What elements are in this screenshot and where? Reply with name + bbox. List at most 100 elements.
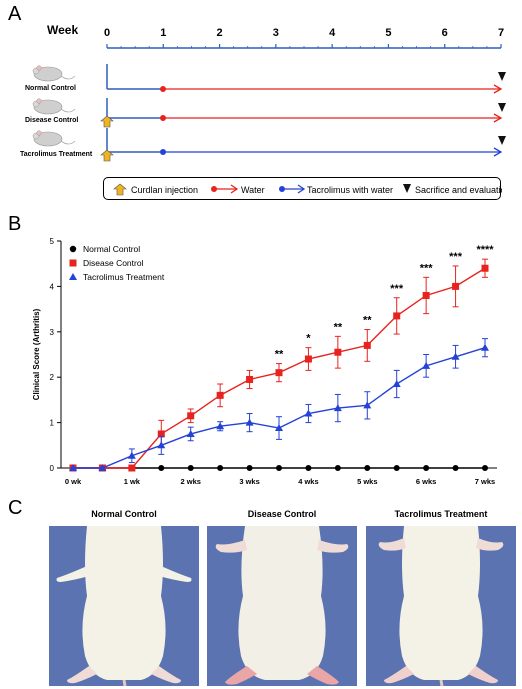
- x-tick-label: 0 wk: [65, 477, 82, 486]
- data-point: [246, 465, 253, 471]
- legend-item: Normal Control: [69, 244, 140, 254]
- week-tick-label: 7: [498, 27, 504, 39]
- week-tick-label: 3: [273, 27, 279, 39]
- sacrifice-marker: [498, 136, 506, 145]
- significance-annotations: ********************: [275, 244, 495, 360]
- data-point: [127, 451, 136, 459]
- row-tacrolimus-start-dot: [160, 149, 166, 155]
- y-tick-label: 2: [50, 373, 55, 382]
- row-normal-water-start: [160, 86, 166, 92]
- x-tick-label: 6 wks: [416, 477, 436, 486]
- curdlan-injection-icon: [113, 183, 127, 196]
- week-tick-label: 1: [160, 27, 166, 39]
- legend-label: Disease Control: [83, 258, 144, 268]
- data-point: [275, 369, 283, 377]
- data-point: [452, 282, 460, 290]
- significance-mark: **: [275, 349, 284, 361]
- curdlan-injection-icon: [100, 115, 114, 128]
- experiment-timeline: Week 0 1 2 3 4 5 6 7 Normal Control Disease Con…: [20, 23, 506, 162]
- group-label-tacrolimus: Tacrolimus Treatment: [20, 151, 93, 158]
- data-point: [187, 412, 195, 420]
- y-tick-label: 4: [50, 282, 55, 291]
- week-axis-ticks: 0 1 2 3 4 5 6 7: [104, 27, 504, 48]
- y-tick-label: 5: [50, 237, 55, 246]
- significance-mark: **: [334, 321, 343, 333]
- data-point: [451, 352, 460, 360]
- x-tick-label: 1 wk: [124, 477, 141, 486]
- chart-legend: Normal Control Disease Control Tacrolimus …: [69, 244, 165, 282]
- chart-series: [69, 258, 489, 472]
- significance-mark: **: [363, 315, 372, 327]
- data-point: [364, 465, 371, 471]
- row-normal-arrowhead: [493, 84, 503, 94]
- y-tick-label: 0: [50, 464, 55, 473]
- data-point: [69, 464, 77, 471]
- row-tacrolimus-arrowhead: [493, 147, 503, 157]
- curdlan-injection-icon: [100, 149, 114, 162]
- series-square: [69, 258, 489, 472]
- legend-item: Disease Control: [69, 258, 144, 268]
- legend-water: Water: [241, 185, 265, 195]
- data-point: [276, 465, 282, 471]
- data-point: [158, 465, 165, 471]
- arrow-right-icon: [297, 184, 306, 194]
- legend-tacrolimus: Tacrolimus with water: [307, 185, 393, 195]
- week-axis-label: Week: [47, 23, 78, 37]
- legend-curdlan: Curdlan injection: [131, 185, 198, 195]
- data-point: [304, 409, 313, 417]
- group-label-normal: Normal Control: [25, 85, 76, 92]
- significance-mark: ***: [449, 251, 463, 263]
- x-tick-label: 4 wks: [298, 477, 318, 486]
- photo-title-tacrolimus: Tacrolimus Treatment: [394, 509, 488, 519]
- x-tick-label: 2 wks: [180, 477, 200, 486]
- mouse-icon: [32, 98, 76, 115]
- timeline-legend: Curdlan injection Water Tacrolimus with …: [103, 177, 502, 200]
- week-tick-label: 4: [329, 27, 336, 39]
- sacrifice-marker: [498, 103, 506, 112]
- panel-label-b: B: [8, 213, 22, 235]
- data-point: [128, 464, 136, 472]
- photo-title-normal: Normal Control: [91, 509, 157, 519]
- data-point: [304, 355, 312, 363]
- significance-mark: ****: [476, 244, 494, 256]
- data-point: [393, 465, 400, 471]
- legend-marker: [69, 273, 77, 280]
- data-point: [157, 430, 165, 438]
- panel-label-a: A: [8, 3, 22, 25]
- data-point: [452, 465, 459, 471]
- x-tick-label: 7 wks: [475, 477, 495, 486]
- sacrifice-icon: [403, 184, 411, 193]
- legend-marker: [69, 259, 77, 267]
- sacrifice-marker: [498, 72, 506, 81]
- data-point: [334, 348, 342, 356]
- data-point: [363, 341, 371, 349]
- data-point: [482, 465, 488, 471]
- data-point: [187, 465, 194, 471]
- y-tick-label: 3: [50, 328, 55, 337]
- data-point: [334, 465, 341, 471]
- legend-marker: [69, 245, 77, 253]
- data-point: [245, 418, 254, 426]
- group-label-disease: Disease Control: [25, 117, 78, 124]
- arrow-right-icon: [230, 184, 239, 194]
- significance-mark: ***: [420, 262, 434, 274]
- data-point: [393, 312, 401, 320]
- legend-label: Normal Control: [83, 244, 140, 254]
- data-point: [246, 375, 254, 383]
- legend-label: Tacrolimus Treatment: [83, 272, 165, 282]
- photo-title-disease: Disease Control: [247, 509, 317, 519]
- legend-item: Tacrolimus Treatment: [69, 272, 165, 282]
- data-point: [186, 429, 195, 437]
- panel-label-c: C: [8, 497, 23, 519]
- week-tick-label: 0: [104, 27, 110, 39]
- photo-tacrolimus-treatment: [366, 526, 516, 686]
- mouse-icon: [32, 130, 76, 147]
- x-tick-label: 3 wks: [239, 477, 259, 486]
- data-point: [157, 441, 166, 449]
- clinical-score-chart: 0 1 2 3 4 5 0 wk 1 wk 2 wks 3 wks 4 wks 5 wks 6 wks 7…: [32, 237, 497, 486]
- significance-mark: *: [306, 333, 311, 345]
- series-triangle: [69, 338, 489, 471]
- week-tick-label: 2: [217, 27, 223, 39]
- data-point: [422, 291, 430, 299]
- photo-disease-control: [207, 526, 357, 686]
